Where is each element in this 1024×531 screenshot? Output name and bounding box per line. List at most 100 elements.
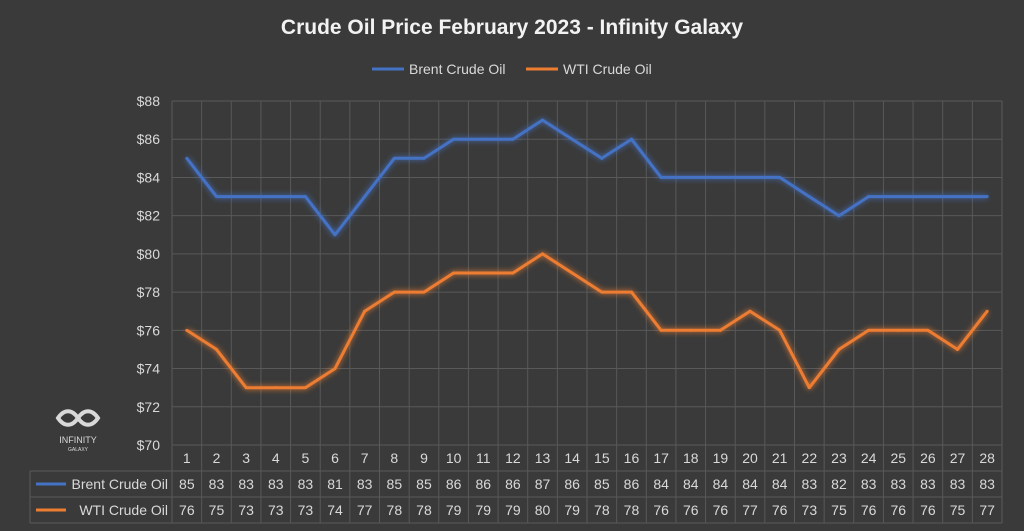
- data-label: 77: [357, 502, 373, 518]
- data-point-1-15: [629, 290, 633, 294]
- y-tick-label: $70: [137, 437, 161, 453]
- data-point-0-22: [837, 214, 841, 218]
- data-label: 78: [387, 502, 403, 518]
- data-point-1-10: [481, 271, 485, 275]
- x-tick-label: 8: [390, 450, 398, 466]
- data-point-1-20: [778, 328, 782, 332]
- x-tick-label: 2: [213, 450, 221, 466]
- data-point-0-14: [600, 156, 604, 160]
- data-label: 76: [861, 502, 877, 518]
- table-row-label: Brent Crude Oil: [72, 476, 168, 492]
- data-point-0-19: [748, 175, 752, 179]
- data-label: 76: [920, 502, 936, 518]
- data-point-1-23: [867, 328, 871, 332]
- x-tick-label: 26: [920, 450, 936, 466]
- data-label: 75: [831, 502, 847, 518]
- data-label: 77: [742, 502, 758, 518]
- data-label: 83: [802, 476, 818, 492]
- data-label: 77: [979, 502, 995, 518]
- data-point-1-9: [452, 271, 456, 275]
- data-label: 84: [653, 476, 669, 492]
- x-tick-label: 21: [772, 450, 788, 466]
- data-label: 85: [416, 476, 432, 492]
- data-point-0-25: [926, 195, 930, 199]
- data-point-0-2: [244, 195, 248, 199]
- data-label: 79: [446, 502, 462, 518]
- data-label: 86: [446, 476, 462, 492]
- data-point-1-18: [718, 328, 722, 332]
- data-label: 86: [475, 476, 491, 492]
- data-point-0-13: [570, 137, 574, 141]
- data-point-1-22: [837, 347, 841, 351]
- data-point-1-0: [185, 328, 189, 332]
- x-tick-label: 13: [535, 450, 551, 466]
- data-label: 83: [979, 476, 995, 492]
- data-label: 76: [713, 502, 729, 518]
- data-point-0-7: [392, 156, 396, 160]
- data-label: 83: [357, 476, 373, 492]
- data-point-0-6: [363, 195, 367, 199]
- data-label: 83: [861, 476, 877, 492]
- data-point-0-20: [778, 175, 782, 179]
- data-point-0-1: [214, 195, 218, 199]
- x-tick-label: 20: [742, 450, 758, 466]
- data-label: 84: [713, 476, 729, 492]
- x-tick-label: 23: [831, 450, 847, 466]
- data-label: 85: [594, 476, 610, 492]
- data-label: 75: [209, 502, 225, 518]
- data-point-1-14: [600, 290, 604, 294]
- x-tick-label: 27: [950, 450, 966, 466]
- x-tick-label: 22: [802, 450, 818, 466]
- data-label: 83: [268, 476, 284, 492]
- data-label: 76: [179, 502, 195, 518]
- data-label: 83: [209, 476, 225, 492]
- series-line-1: [185, 252, 989, 390]
- data-label: 83: [950, 476, 966, 492]
- data-label: 76: [683, 502, 699, 518]
- legend-label-0: Brent Crude Oil: [409, 61, 505, 77]
- data-point-0-15: [629, 137, 633, 141]
- data-label: 84: [683, 476, 699, 492]
- x-tick-label: 17: [653, 450, 669, 466]
- x-tick-label: 15: [594, 450, 610, 466]
- infinity-logo: INFINITY GALAXY: [55, 409, 101, 453]
- data-label: 82: [831, 476, 847, 492]
- data-point-0-27: [985, 195, 989, 199]
- data-point-0-10: [481, 137, 485, 141]
- data-point-1-2: [244, 386, 248, 390]
- data-label: 73: [802, 502, 818, 518]
- data-label: 86: [564, 476, 580, 492]
- data-point-0-3: [274, 195, 278, 199]
- data-point-1-8: [422, 290, 426, 294]
- logo-subtext: GALAXY: [68, 447, 89, 453]
- y-tick-label: $88: [137, 93, 161, 109]
- data-label: 78: [594, 502, 610, 518]
- data-label: 79: [505, 502, 521, 518]
- x-tick-label: 25: [890, 450, 906, 466]
- data-point-0-18: [718, 175, 722, 179]
- series-line-0: [185, 118, 988, 237]
- y-tick-label: $86: [137, 131, 161, 147]
- data-point-1-6: [363, 309, 367, 313]
- y-tick-label: $80: [137, 246, 161, 262]
- data-label: 85: [179, 476, 195, 492]
- data-point-1-25: [926, 328, 930, 332]
- x-tick-label: 11: [476, 450, 491, 466]
- data-label: 73: [298, 502, 314, 518]
- data-point-0-12: [541, 118, 545, 122]
- data-point-1-1: [214, 347, 218, 351]
- data-point-1-11: [511, 271, 515, 275]
- x-tick-label: 19: [713, 450, 729, 466]
- data-point-0-16: [659, 175, 663, 179]
- data-point-0-24: [896, 195, 900, 199]
- data-label: 74: [327, 502, 343, 518]
- y-tick-label: $82: [137, 208, 161, 224]
- series-lines: [185, 118, 989, 390]
- data-point-1-21: [807, 386, 811, 390]
- x-tick-label: 24: [861, 450, 877, 466]
- data-label: 81: [327, 476, 343, 492]
- data-label: 86: [624, 476, 640, 492]
- x-tick-label: 9: [420, 450, 428, 466]
